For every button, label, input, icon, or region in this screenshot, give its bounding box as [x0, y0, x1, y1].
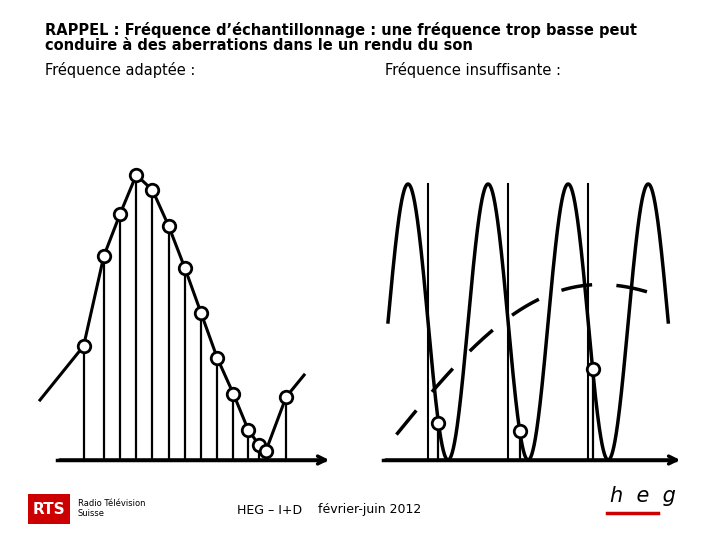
Text: HEG – I+D: HEG – I+D	[238, 503, 302, 516]
Text: février-juin 2012: février-juin 2012	[318, 503, 422, 516]
Text: Fréquence insuffisante :: Fréquence insuffisante :	[385, 62, 561, 78]
Text: Radio Télévision: Radio Télévision	[78, 498, 145, 508]
Text: h  e  g: h e g	[610, 486, 676, 506]
Text: Fréquence adaptée :: Fréquence adaptée :	[45, 62, 195, 78]
Text: RTS: RTS	[32, 502, 66, 516]
FancyBboxPatch shape	[28, 494, 70, 524]
Text: Suisse: Suisse	[78, 509, 105, 517]
Text: conduire à des aberrations dans le un rendu du son: conduire à des aberrations dans le un re…	[45, 38, 473, 53]
Text: RAPPEL : Fréquence d’échantillonnage : une fréquence trop basse peut: RAPPEL : Fréquence d’échantillonnage : u…	[45, 22, 637, 38]
